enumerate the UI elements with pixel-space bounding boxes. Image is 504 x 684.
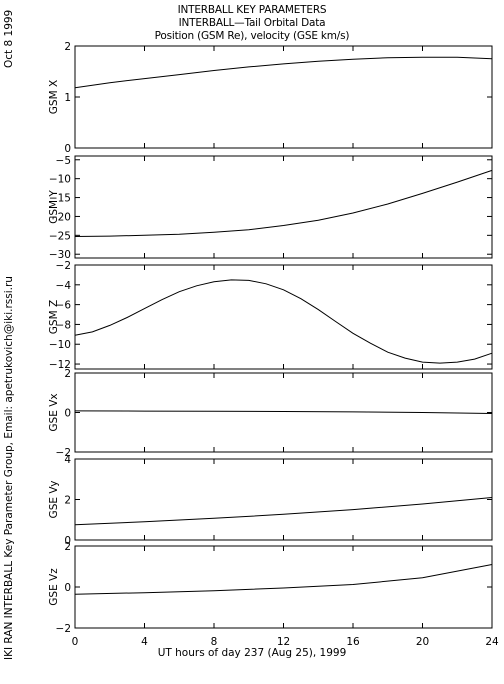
y-tick-label-gsm-x: 0 [64,143,71,155]
y-axis-label-gsm-z: GSM Z [48,300,60,334]
y-tick-label-gsm-y: −15 [49,193,71,205]
y-tick-label-gsm-x: 1 [64,92,71,104]
chart-subtitle: INTERBALL—Tail Orbital Data [178,17,326,29]
x-axis-label: UT hours of day 237 (Aug 25), 1999 [157,647,347,659]
y-tick-label-gse-vz: 2 [64,541,71,553]
y-tick-label-gse-vy: 4 [64,454,71,466]
x-tick-label: 12 [277,636,290,648]
series-line-gse-vy [74,497,493,526]
series-line-gsm-z [74,279,493,364]
x-tick-label: 0 [72,636,79,648]
y-axis-label-gsm-y: GSM Y [48,190,60,224]
y-tick-label-gsm-y: −25 [49,230,71,242]
series-line-gse-vz [74,564,493,595]
x-tick-label: 4 [141,636,148,648]
y-axis-label-gse-vy: GSE Vy [48,481,60,519]
y-tick-label-gsm-z: −8 [56,319,71,331]
y-tick-label-gsm-y: −30 [49,249,71,261]
series-line-gsm-x [74,56,493,89]
y-axis-label-gsm-x: GSM X [48,80,60,114]
x-tick-label: 20 [416,636,429,648]
x-tick-label: 16 [346,636,360,648]
y-tick-label-gse-vx: −2 [56,447,71,459]
y-tick-label-gse-vy: 2 [64,495,71,507]
y-tick-label-gse-vx: 2 [64,368,71,380]
y-tick-label-gsm-y: −5 [56,155,71,167]
panel-frame-gsm-y [74,155,493,259]
y-axis-label-gse-vx: GSE Vx [48,393,60,431]
y-tick-label-gsm-x: 2 [64,41,71,53]
y-tick-label-gsm-z: −10 [49,339,71,351]
y-tick-label-gsm-z: −2 [56,260,71,272]
panel-frame-gse-vy [74,458,493,541]
panel-frame-gsm-x [74,45,493,149]
panel-frame-gse-vz [74,545,493,629]
y-axis-label-gse-vz: GSE Vz [48,568,60,606]
y-tick-label-gsm-y: −10 [49,174,71,186]
x-tick-label: 8 [211,636,218,648]
y-tick-label-gsm-z: −4 [56,280,72,292]
chart-title: INTERBALL KEY PARAMETERS [177,4,327,16]
y-tick-label-gse-vz: 0 [64,582,71,594]
chart-description: Position (GSM Re), velocity (GSE km/s) [154,30,350,42]
y-tick-label-gsm-z: −6 [56,300,72,312]
y-tick-label-gsm-y: −20 [49,211,71,223]
y-tick-label-gse-vz: −2 [56,623,71,635]
x-tick-label: 24 [485,636,499,648]
panel-frame-gsm-z [74,264,493,370]
y-tick-label-gse-vy: 0 [64,535,71,547]
y-tick-label-gsm-z: −12 [49,359,71,371]
y-tick-label-gse-vx: 0 [64,408,71,420]
series-line-gse-vx [74,410,493,414]
series-line-gsm-y [74,169,493,237]
